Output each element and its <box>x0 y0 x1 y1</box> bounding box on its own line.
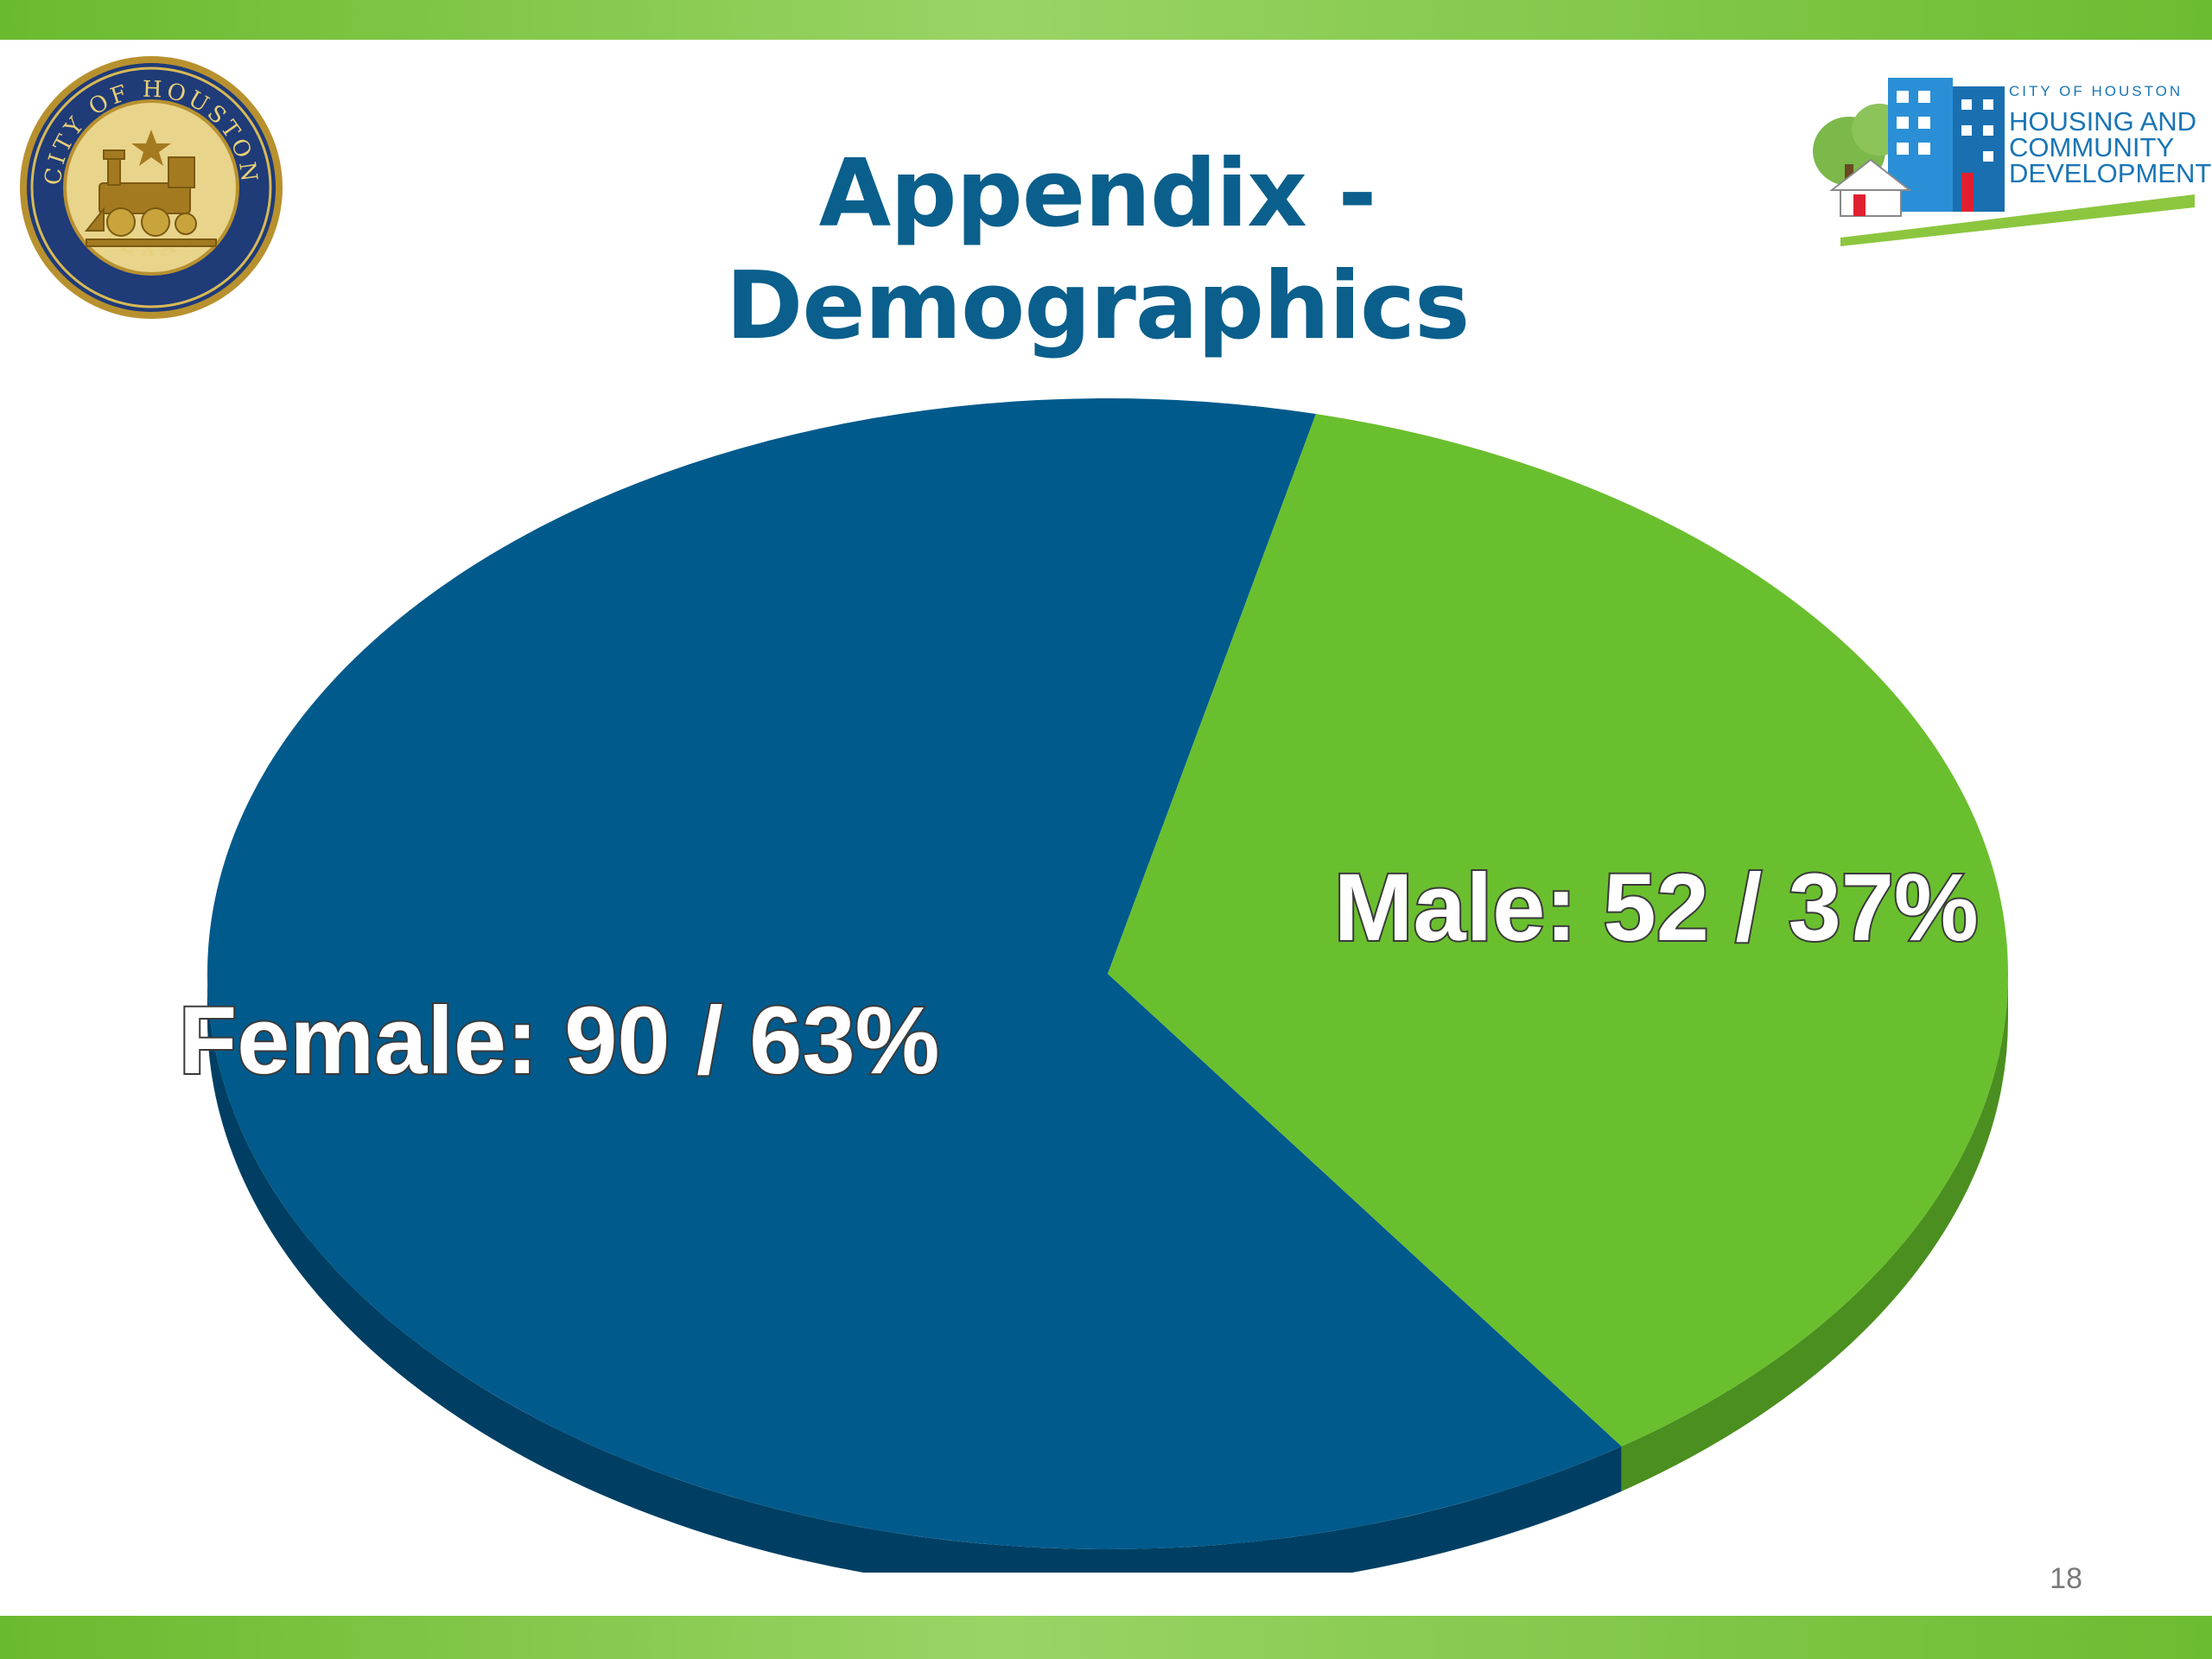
pie-slice-side-male <box>1621 974 2008 1491</box>
hcd-logo-line-1: HOUSING AND <box>2009 106 2197 137</box>
page-number: 18 <box>2050 1562 2082 1595</box>
hcd-logo-small-text: CITY OF HOUSTON <box>2009 83 2183 99</box>
top-band <box>0 0 2212 40</box>
locomotive-icon <box>84 149 217 247</box>
pie-slice-side-female <box>207 974 1622 1573</box>
star-icon <box>131 130 171 166</box>
housing-community-development-logo <box>1813 78 2195 246</box>
pie-label-male: Male: 52 / 37% <box>1334 855 1979 961</box>
pie-sides <box>207 974 2008 1573</box>
bottom-band <box>0 1616 2212 1659</box>
pie-slice-male <box>1108 414 2008 1446</box>
gender-pie-chart: Female: 90 / 63% Male: 52 / 37% <box>177 398 2008 1573</box>
slide-title: Appendix - Demographics <box>725 140 1471 360</box>
hcd-logo-line-2: COMMUNITY <box>2009 132 2175 162</box>
pie-tops <box>207 398 2008 1549</box>
pie-slice-female <box>207 398 1622 1549</box>
city-of-houston-seal: CITY OF HOUSTON TEXAS <box>20 56 283 319</box>
pie-label-female: Female: 90 / 63% <box>179 988 939 1094</box>
pie-labels: Female: 90 / 63% Male: 52 / 37% <box>177 853 1980 1096</box>
hcd-logo-line-3: DEVELOPMENT <box>2009 158 2212 188</box>
